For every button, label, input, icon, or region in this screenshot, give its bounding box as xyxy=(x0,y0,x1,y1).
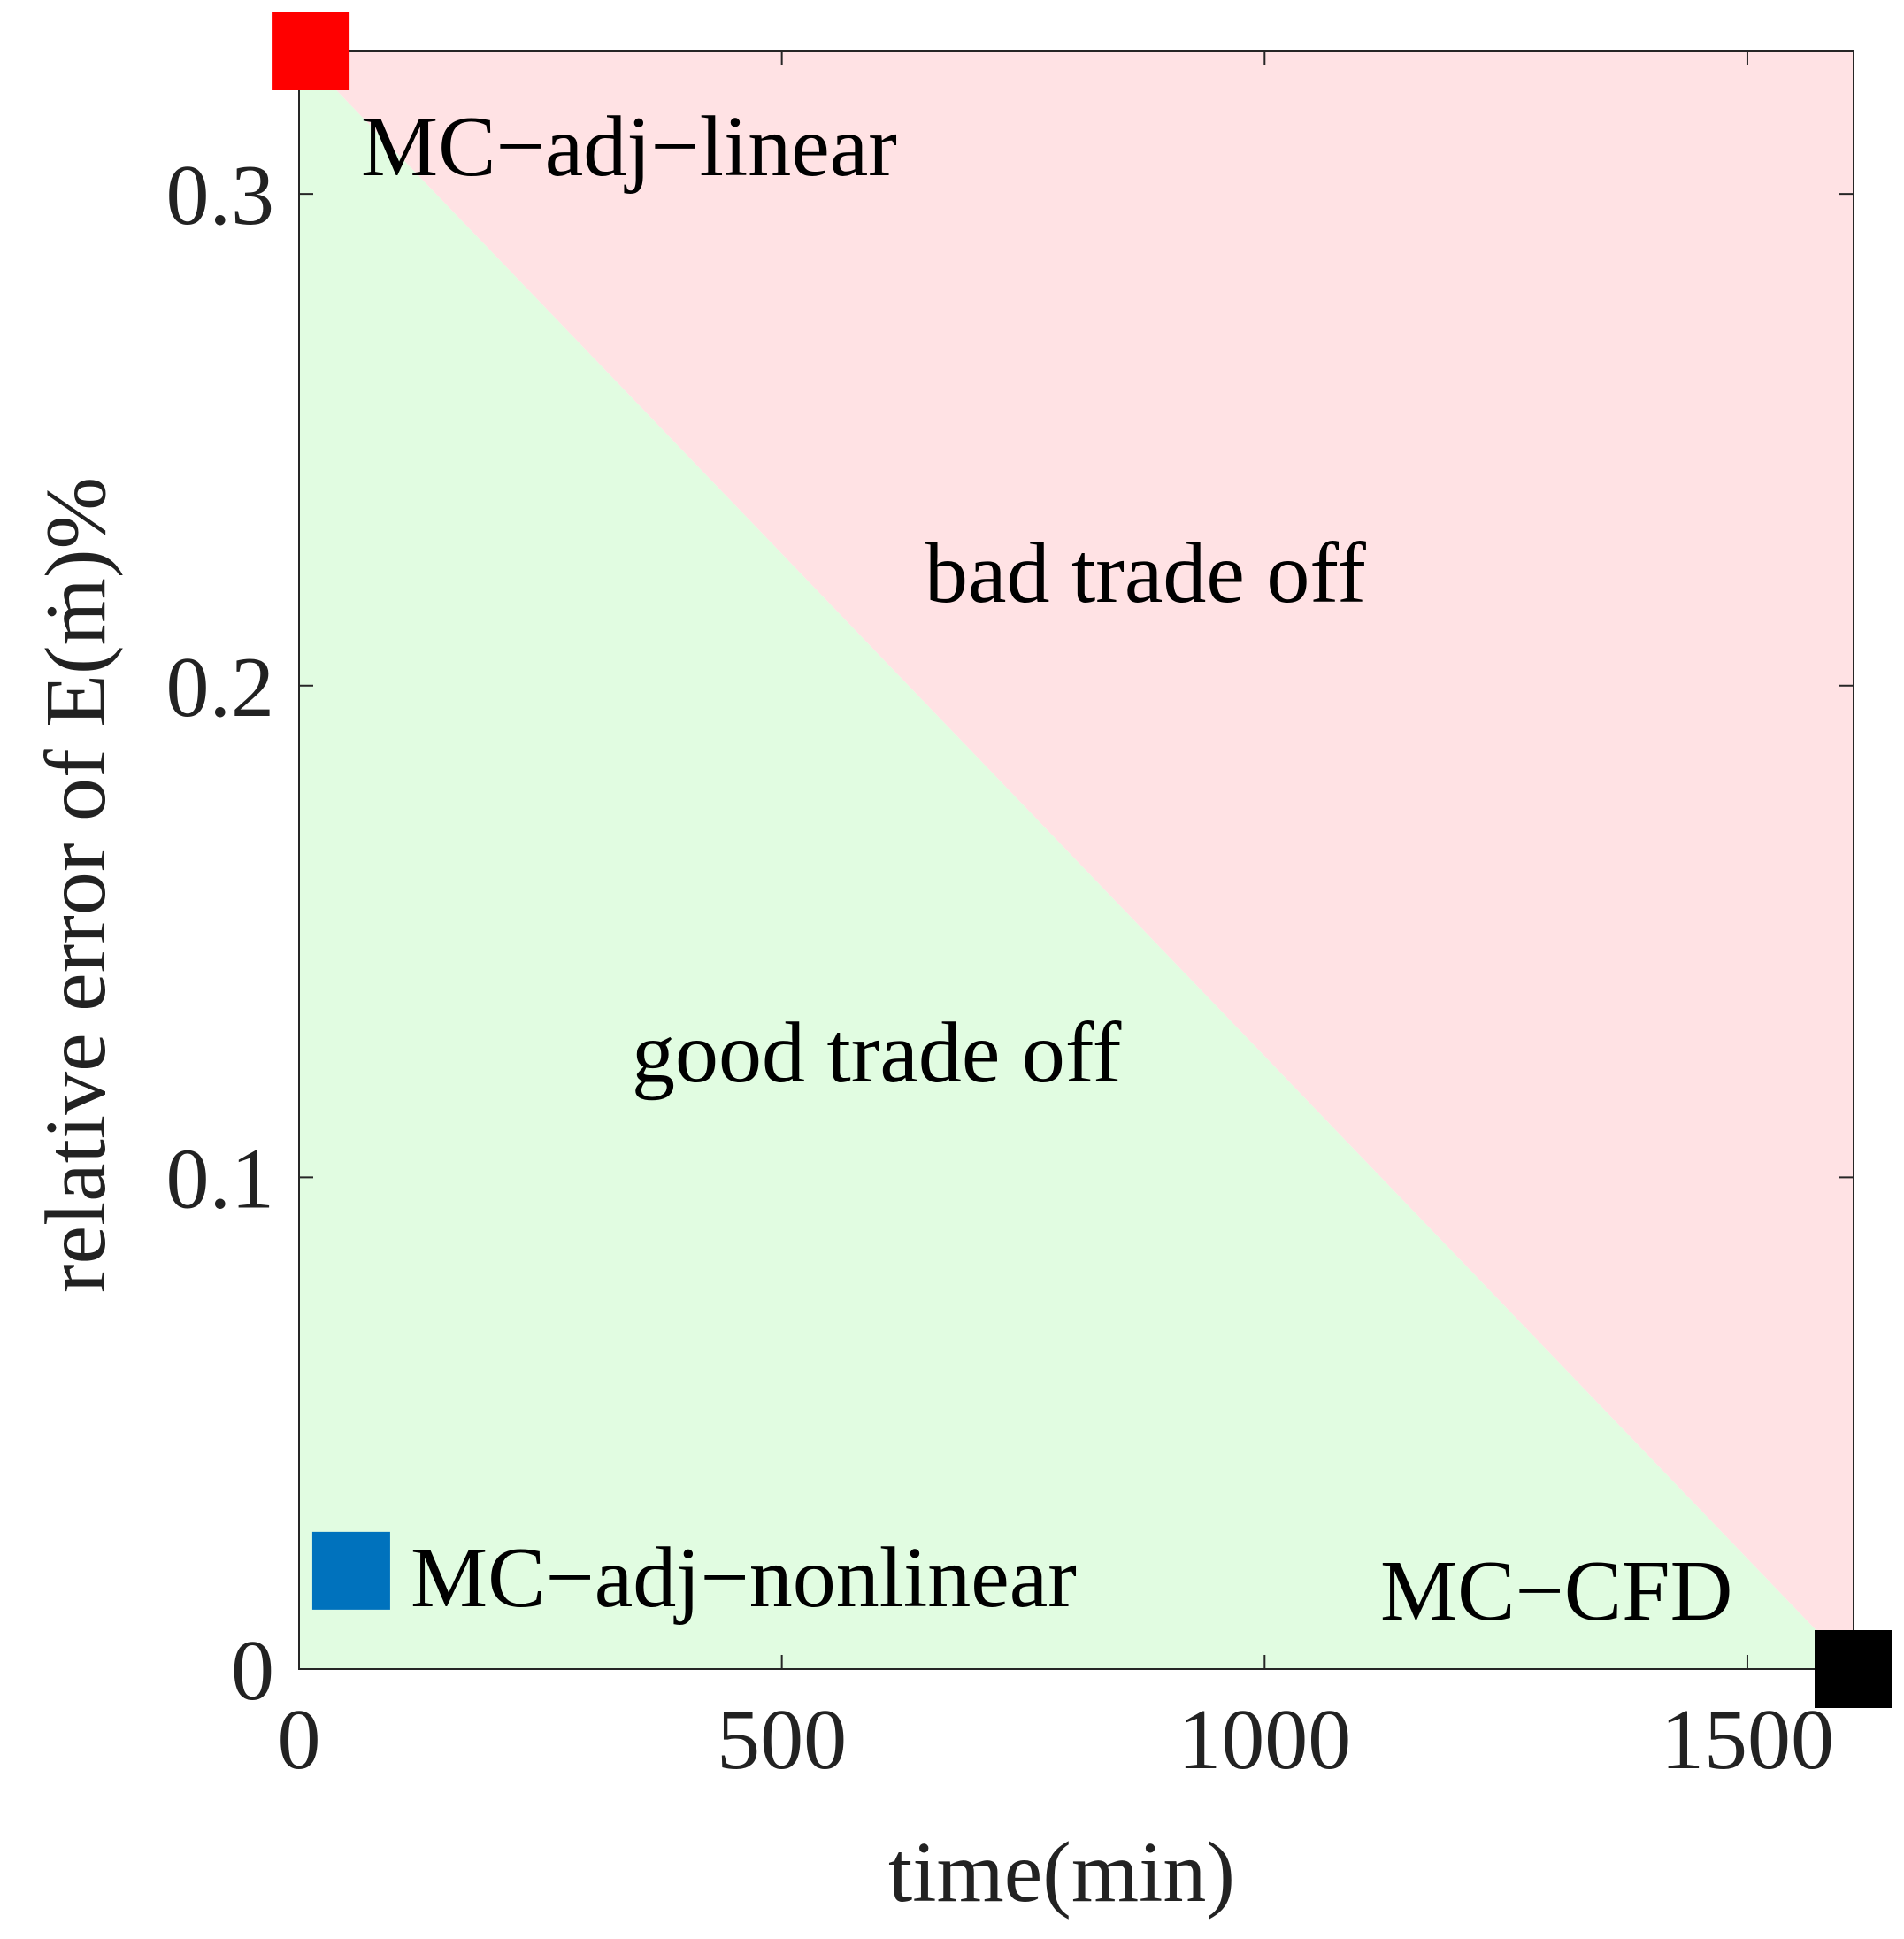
point-mc-adj-nonlinear xyxy=(311,1531,390,1610)
x-axis-label: time(min) xyxy=(888,1825,1235,1920)
x-tick-label: 500 xyxy=(717,1692,847,1788)
y-tick-label: 0.3 xyxy=(166,148,275,243)
point-label-mc-adj-nonlinear: MC−adj−nonlinear xyxy=(411,1530,1077,1626)
point-label-mc-adj-linear: MC−adj−linear xyxy=(361,99,897,195)
bad-trade-off-region xyxy=(299,51,1854,1669)
good-trade-off-label: good trade off xyxy=(632,1005,1122,1101)
data-points xyxy=(272,12,1892,1708)
point-mc-adj-linear xyxy=(272,12,350,90)
point-mc-cfd xyxy=(1815,1630,1892,1708)
point-label-mc-cfd: MC−CFD xyxy=(1380,1543,1732,1639)
x-tick-label: 1500 xyxy=(1661,1692,1834,1788)
x-tick-label: 0 xyxy=(278,1692,321,1788)
y-tick-label: 0.1 xyxy=(166,1131,275,1227)
axes-box xyxy=(298,50,1854,1670)
y-tick-label: 0 xyxy=(231,1623,274,1719)
y-tick-label: 0.2 xyxy=(166,640,275,735)
y-axis-label: relative error of E(ṁ)% xyxy=(28,477,124,1293)
tick-labels: 0 500 1000 1500 0 0.1 0.2 0.3 xyxy=(166,148,1834,1788)
bad-trade-off-label: bad trade off xyxy=(925,526,1366,621)
x-tick-label: 1000 xyxy=(1178,1692,1351,1788)
